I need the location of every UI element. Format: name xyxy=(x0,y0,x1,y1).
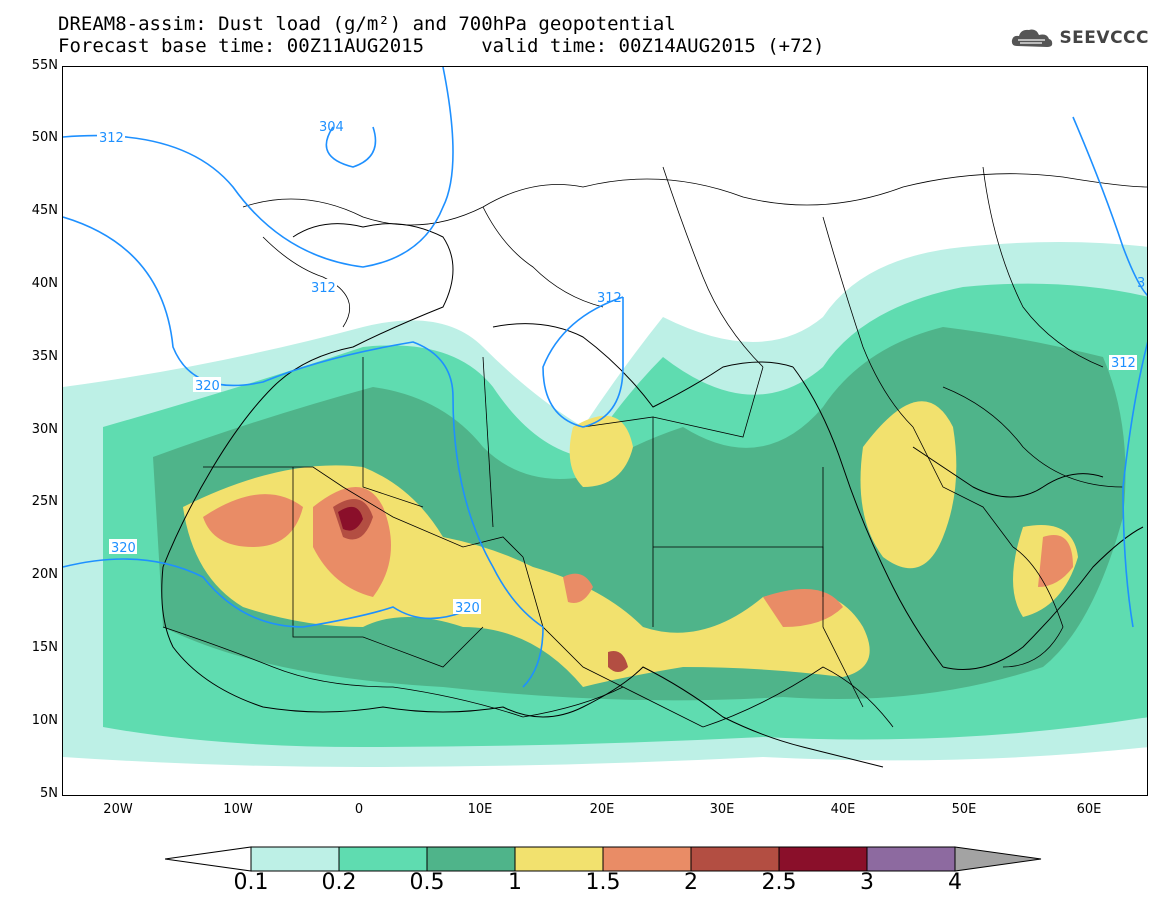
dust-map: 312 304 312 320 320 312 320 312 3 xyxy=(62,66,1148,796)
colorbar-swatch xyxy=(250,846,340,872)
colorbar-swatch xyxy=(866,846,956,872)
colorbar-high-arrow xyxy=(954,846,1042,872)
colorbar-label: 2.5 xyxy=(761,870,797,895)
contour-label: 312 xyxy=(99,131,124,146)
lat-label: 55N xyxy=(31,58,58,73)
lat-label: 40N xyxy=(31,276,58,291)
lon-label: 40E xyxy=(830,802,856,817)
colorbar-swatch xyxy=(602,846,692,872)
country-borders xyxy=(162,166,1147,728)
contour-label: 312 xyxy=(311,281,336,296)
lon-label: 30E xyxy=(709,802,735,817)
logo-text: SEEVCCC xyxy=(1059,28,1149,48)
lon-label: 20W xyxy=(103,802,133,817)
colorbar xyxy=(165,846,1042,872)
lat-label: 5N xyxy=(40,786,58,801)
lon-label: 50E xyxy=(951,802,977,817)
map-title: DREAM8-assim: Dust load (g/m²) and 700hP… xyxy=(58,13,676,35)
colorbar-swatch xyxy=(778,846,868,872)
cloud-icon xyxy=(1012,29,1053,47)
lon-label: 60E xyxy=(1076,802,1102,817)
coastlines xyxy=(161,223,1144,768)
colorbar-swatch xyxy=(338,846,428,872)
colorbar-swatch xyxy=(426,846,516,872)
lon-label: 10W xyxy=(223,802,253,817)
colorbar-label: 2 xyxy=(684,870,698,895)
colorbar-label: 0.5 xyxy=(409,870,445,895)
lon-label: 0 xyxy=(354,802,364,817)
colorbar-label: 0.2 xyxy=(321,870,357,895)
lat-label: 35N xyxy=(31,349,58,364)
colorbar-low-arrow xyxy=(165,846,252,872)
contour-label: 312 xyxy=(1111,356,1136,371)
colorbar-swatch xyxy=(514,846,604,872)
lat-label: 25N xyxy=(31,494,58,509)
colorbar-label: 4 xyxy=(948,870,962,895)
colorbar-label: 3 xyxy=(860,870,874,895)
lat-label: 45N xyxy=(31,203,58,218)
lat-label: 20N xyxy=(31,567,58,582)
colorbar-label: 1.5 xyxy=(585,870,621,895)
seevccc-logo: SEEVCCC xyxy=(1009,26,1149,50)
colorbar-label: 0.1 xyxy=(233,870,269,895)
lat-label: 10N xyxy=(31,713,58,728)
geopotential-contours xyxy=(63,67,1147,688)
contour-label: 320 xyxy=(455,601,480,616)
colorbar-label: 1 xyxy=(508,870,522,895)
dust-shading xyxy=(63,242,1147,767)
contour-label: 3 xyxy=(1137,276,1145,291)
colorbar-swatch xyxy=(690,846,780,872)
contour-label: 320 xyxy=(195,379,220,394)
contour-label: 304 xyxy=(319,120,344,135)
lat-label: 15N xyxy=(31,640,58,655)
contour-label: 320 xyxy=(111,541,136,556)
lat-label: 30N xyxy=(31,422,58,437)
forecast-time-line: Forecast base time: 00Z11AUG2015 valid t… xyxy=(58,35,825,57)
lon-label: 20E xyxy=(589,802,615,817)
lon-label: 10E xyxy=(467,802,493,817)
contour-label: 312 xyxy=(597,291,622,306)
lat-label: 50N xyxy=(31,130,58,145)
